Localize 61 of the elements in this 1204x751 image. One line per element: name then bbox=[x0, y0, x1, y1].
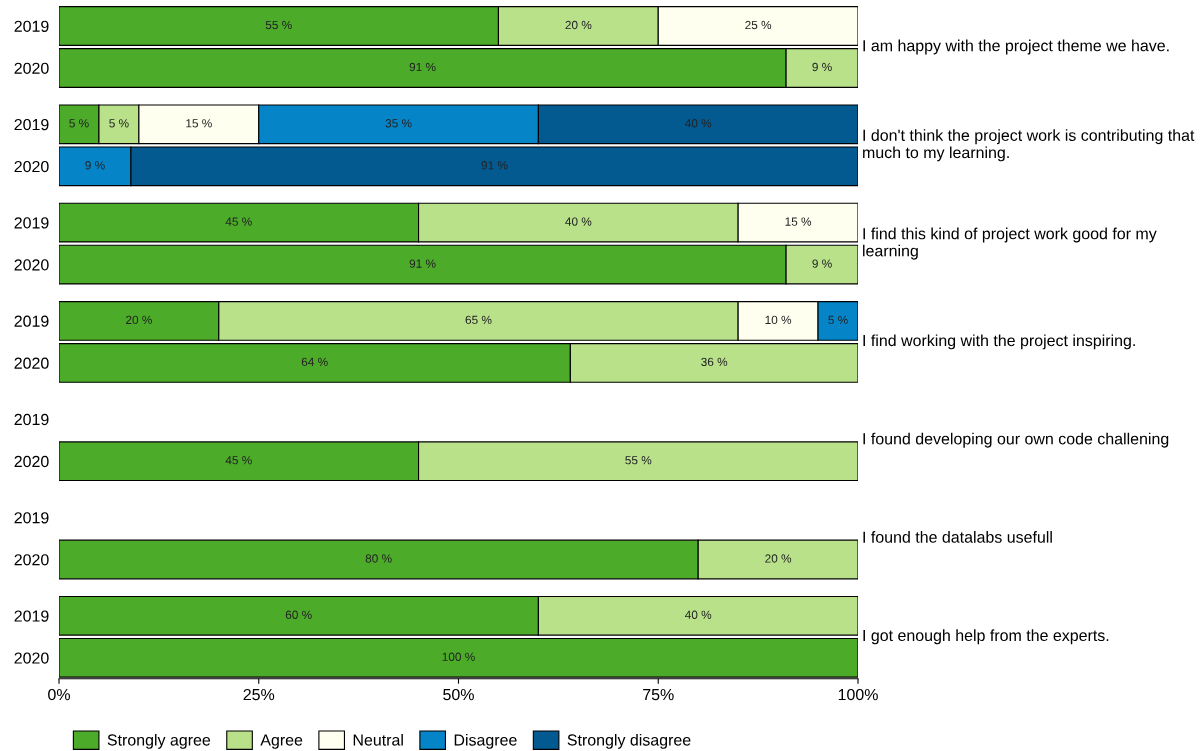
x-tick-label: 25% bbox=[243, 688, 275, 701]
data-label: 80 % bbox=[365, 554, 392, 563]
data-label: 20 % bbox=[565, 20, 592, 30]
legend-label: Agree bbox=[260, 734, 303, 749]
y-tick-label: 2019 bbox=[14, 118, 49, 131]
data-label: 36 % bbox=[701, 357, 728, 367]
data-label: 25 % bbox=[745, 20, 772, 30]
x-tick-label: 100% bbox=[838, 688, 878, 701]
text: I find working with the project inspiring. bbox=[863, 334, 1135, 350]
data-label: 20 % bbox=[126, 315, 152, 325]
text: I found developing our own code challening bbox=[863, 432, 1169, 448]
y-tick-label: 2019 bbox=[14, 512, 49, 524]
y-tick-label: 2019 bbox=[14, 217, 49, 229]
data-label: 15 % bbox=[186, 119, 212, 128]
data-label: 55 % bbox=[625, 456, 652, 465]
data-label: 35 % bbox=[385, 119, 412, 128]
y-tick-label: 2019 bbox=[14, 413, 49, 426]
data-label: 100 % bbox=[442, 652, 475, 661]
y-tick-label: 2019 bbox=[14, 315, 49, 327]
y-tick-label: 2020 bbox=[14, 554, 49, 566]
data-label: 9 % bbox=[812, 259, 832, 268]
data-label: 91 % bbox=[481, 161, 508, 170]
y-tick-label: 2020 bbox=[14, 160, 49, 173]
x-tick-label: 50% bbox=[443, 688, 474, 701]
data-label: 91 % bbox=[409, 259, 436, 268]
data-label: 20 % bbox=[765, 554, 792, 563]
text: I found the datalabs usefull bbox=[863, 531, 1052, 543]
text: I got enough help from the experts. bbox=[863, 629, 1109, 645]
y-tick-label: 2020 bbox=[14, 62, 49, 74]
data-label: 64 % bbox=[301, 357, 328, 367]
y-tick-label: 2020 bbox=[14, 259, 49, 271]
data-label: 40 % bbox=[565, 217, 592, 226]
data-label: 91 % bbox=[409, 62, 436, 72]
data-label: 45 % bbox=[225, 217, 252, 226]
y-tick-label: 2020 bbox=[14, 652, 49, 664]
data-label: 45 % bbox=[225, 456, 252, 465]
y-tick-label: 2020 bbox=[14, 357, 49, 369]
data-label: 55 % bbox=[265, 20, 292, 30]
data-label: 40 % bbox=[685, 610, 712, 619]
data-label: 9 % bbox=[85, 161, 105, 170]
data-label: 40 % bbox=[685, 119, 712, 128]
data-label: 5 % bbox=[69, 119, 89, 128]
legend-label: Neutral bbox=[353, 733, 403, 746]
data-label: 65 % bbox=[465, 315, 492, 325]
data-label: 15 % bbox=[785, 217, 812, 226]
x-tick-label: 75% bbox=[643, 689, 674, 701]
legend-label: Disagree bbox=[454, 733, 517, 749]
data-label: 9 % bbox=[812, 62, 832, 72]
y-tick-label: 2020 bbox=[14, 455, 49, 468]
data-label: 10 % bbox=[765, 315, 792, 325]
data-label: 5 % bbox=[109, 119, 129, 128]
data-label: 60 % bbox=[285, 610, 312, 619]
text: I am happy with the project theme we have. bbox=[863, 39, 1169, 55]
legend-label: Strongly disagree bbox=[567, 733, 691, 749]
legend-label: Strongly agree bbox=[107, 733, 211, 749]
text: I find this kind of project work good for my learning bbox=[863, 227, 1157, 260]
text: I don't think the project work is contributing that much to my learning. bbox=[863, 129, 1195, 162]
y-tick-label: 2019 bbox=[14, 20, 49, 32]
data-label: 5 % bbox=[828, 315, 848, 325]
y-tick-label: 2019 bbox=[14, 610, 49, 622]
x-tick-label: 0% bbox=[48, 688, 70, 701]
